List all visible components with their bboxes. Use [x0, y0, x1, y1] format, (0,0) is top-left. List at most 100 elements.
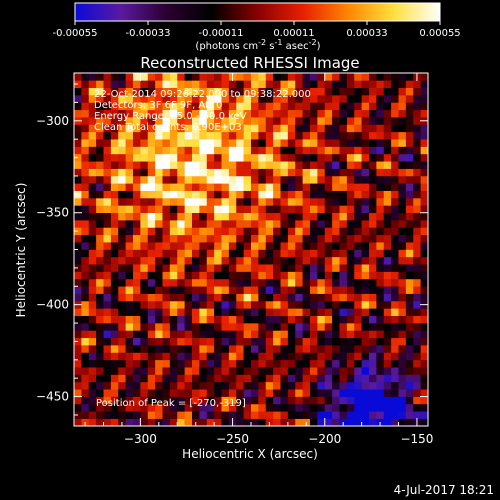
- heatmap-cell: [184, 102, 193, 111]
- heatmap-cell: [332, 87, 340, 96]
- heatmap-cell: [251, 293, 259, 302]
- heatmap-cell: [405, 198, 414, 206]
- heatmap-cell: [317, 411, 326, 419]
- heatmap-cell: [265, 227, 274, 236]
- heatmap-cell: [265, 109, 274, 118]
- heatmap-cell: [133, 139, 141, 147]
- heatmap-cell: [110, 337, 119, 346]
- heatmap-cell: [206, 374, 215, 383]
- heatmap-cell: [369, 168, 377, 177]
- heatmap-cell: [398, 146, 407, 155]
- heatmap-cell: [369, 278, 377, 287]
- heatmap-cell: [302, 286, 311, 294]
- heatmap-cell: [88, 205, 97, 214]
- heatmap-cell: [273, 95, 281, 103]
- heatmap-cell: [81, 73, 90, 81]
- heatmap-cell: [147, 396, 156, 405]
- heatmap-cell: [125, 205, 134, 214]
- heatmap-cell: [273, 73, 281, 81]
- heatmap-cell: [273, 308, 281, 316]
- heatmap-cell: [184, 330, 193, 339]
- heatmap-cell: [169, 367, 178, 375]
- heatmap-cell: [346, 212, 355, 221]
- heatmap-cell: [273, 256, 281, 265]
- heatmap-cell: [391, 87, 399, 96]
- heatmap-cell: [199, 146, 208, 155]
- heatmap-cell: [155, 183, 163, 191]
- heatmap-cell: [228, 102, 237, 111]
- heatmap-cell: [398, 249, 407, 258]
- heatmap-cell: [155, 323, 163, 331]
- heatmap-cell: [420, 308, 428, 316]
- heatmap-cell: [346, 286, 355, 294]
- heatmap-cell: [96, 242, 104, 250]
- heatmap-cell: [147, 367, 156, 375]
- heatmap-cell: [133, 293, 141, 302]
- heatmap-cell: [199, 286, 208, 294]
- heatmap-cell: [273, 345, 281, 353]
- heatmap-cell: [287, 153, 296, 162]
- heatmap-cell: [192, 256, 200, 265]
- heatmap-cell: [110, 367, 119, 375]
- heatmap-cell: [228, 153, 237, 162]
- heatmap-cell: [420, 278, 428, 287]
- heatmap-cell: [302, 411, 311, 419]
- heatmap-cell: [420, 198, 428, 206]
- heatmap-cell: [346, 220, 355, 228]
- heatmap-cell: [214, 381, 222, 390]
- heatmap-cell: [88, 220, 97, 228]
- heatmap-cell: [243, 168, 252, 177]
- heatmap-cell: [287, 234, 296, 243]
- heatmap-cell: [184, 249, 193, 258]
- heatmap-cell: [169, 190, 178, 199]
- heatmap-cell: [81, 168, 90, 177]
- heatmap-cell: [169, 345, 178, 353]
- heatmap-cell: [162, 345, 171, 353]
- heatmap-cell: [258, 345, 267, 353]
- heatmap-cell: [162, 73, 171, 81]
- heatmap-cell: [302, 168, 311, 177]
- heatmap-cell: [405, 109, 414, 118]
- heatmap-cell: [332, 227, 340, 236]
- heatmap-cell: [133, 220, 141, 228]
- heatmap-cell: [125, 234, 134, 243]
- heatmap-cell: [118, 315, 126, 324]
- heatmap-cell: [413, 330, 421, 339]
- heatmap-cell: [273, 337, 281, 346]
- heatmap-cell: [302, 278, 311, 287]
- heatmap-cell: [258, 293, 267, 302]
- heatmap-cell: [324, 234, 333, 243]
- heatmap-cell: [140, 146, 149, 155]
- heatmap-cell: [369, 153, 377, 162]
- heatmap-cell: [214, 403, 222, 412]
- heatmap-cell: [140, 161, 149, 169]
- heatmap-cell: [413, 124, 421, 133]
- heatmap-cell: [413, 278, 421, 287]
- heatmap-cell: [110, 308, 119, 316]
- heatmap-cell: [162, 242, 171, 250]
- heatmap-cell: [243, 73, 252, 81]
- heatmap-cell: [391, 220, 399, 228]
- heatmap-cell: [420, 286, 428, 294]
- heatmap-cell: [199, 124, 208, 133]
- heatmap-cell: [140, 139, 149, 147]
- heatmap-cell: [361, 95, 370, 103]
- heatmap-cell: [324, 367, 333, 375]
- heatmap-cell: [162, 87, 171, 96]
- heatmap-cell: [346, 168, 355, 177]
- heatmap-cell: [280, 73, 289, 81]
- heatmap-cells: [74, 73, 428, 426]
- heatmap-cell: [103, 161, 112, 169]
- heatmap-cell: [420, 242, 428, 250]
- heatmap-cell: [413, 323, 421, 331]
- heatmap-cell: [162, 80, 171, 88]
- annotation-line: Energy Range: 25.0 - 50.0 keV: [94, 111, 247, 122]
- heatmap-cell: [103, 190, 112, 199]
- heatmap-cell: [383, 146, 392, 155]
- heatmap-cell: [398, 102, 407, 111]
- heatmap-cell: [398, 220, 407, 228]
- heatmap-cell: [177, 367, 185, 375]
- heatmap-cell: [228, 278, 237, 287]
- heatmap-cell: [302, 124, 311, 133]
- heatmap-cell: [81, 102, 90, 111]
